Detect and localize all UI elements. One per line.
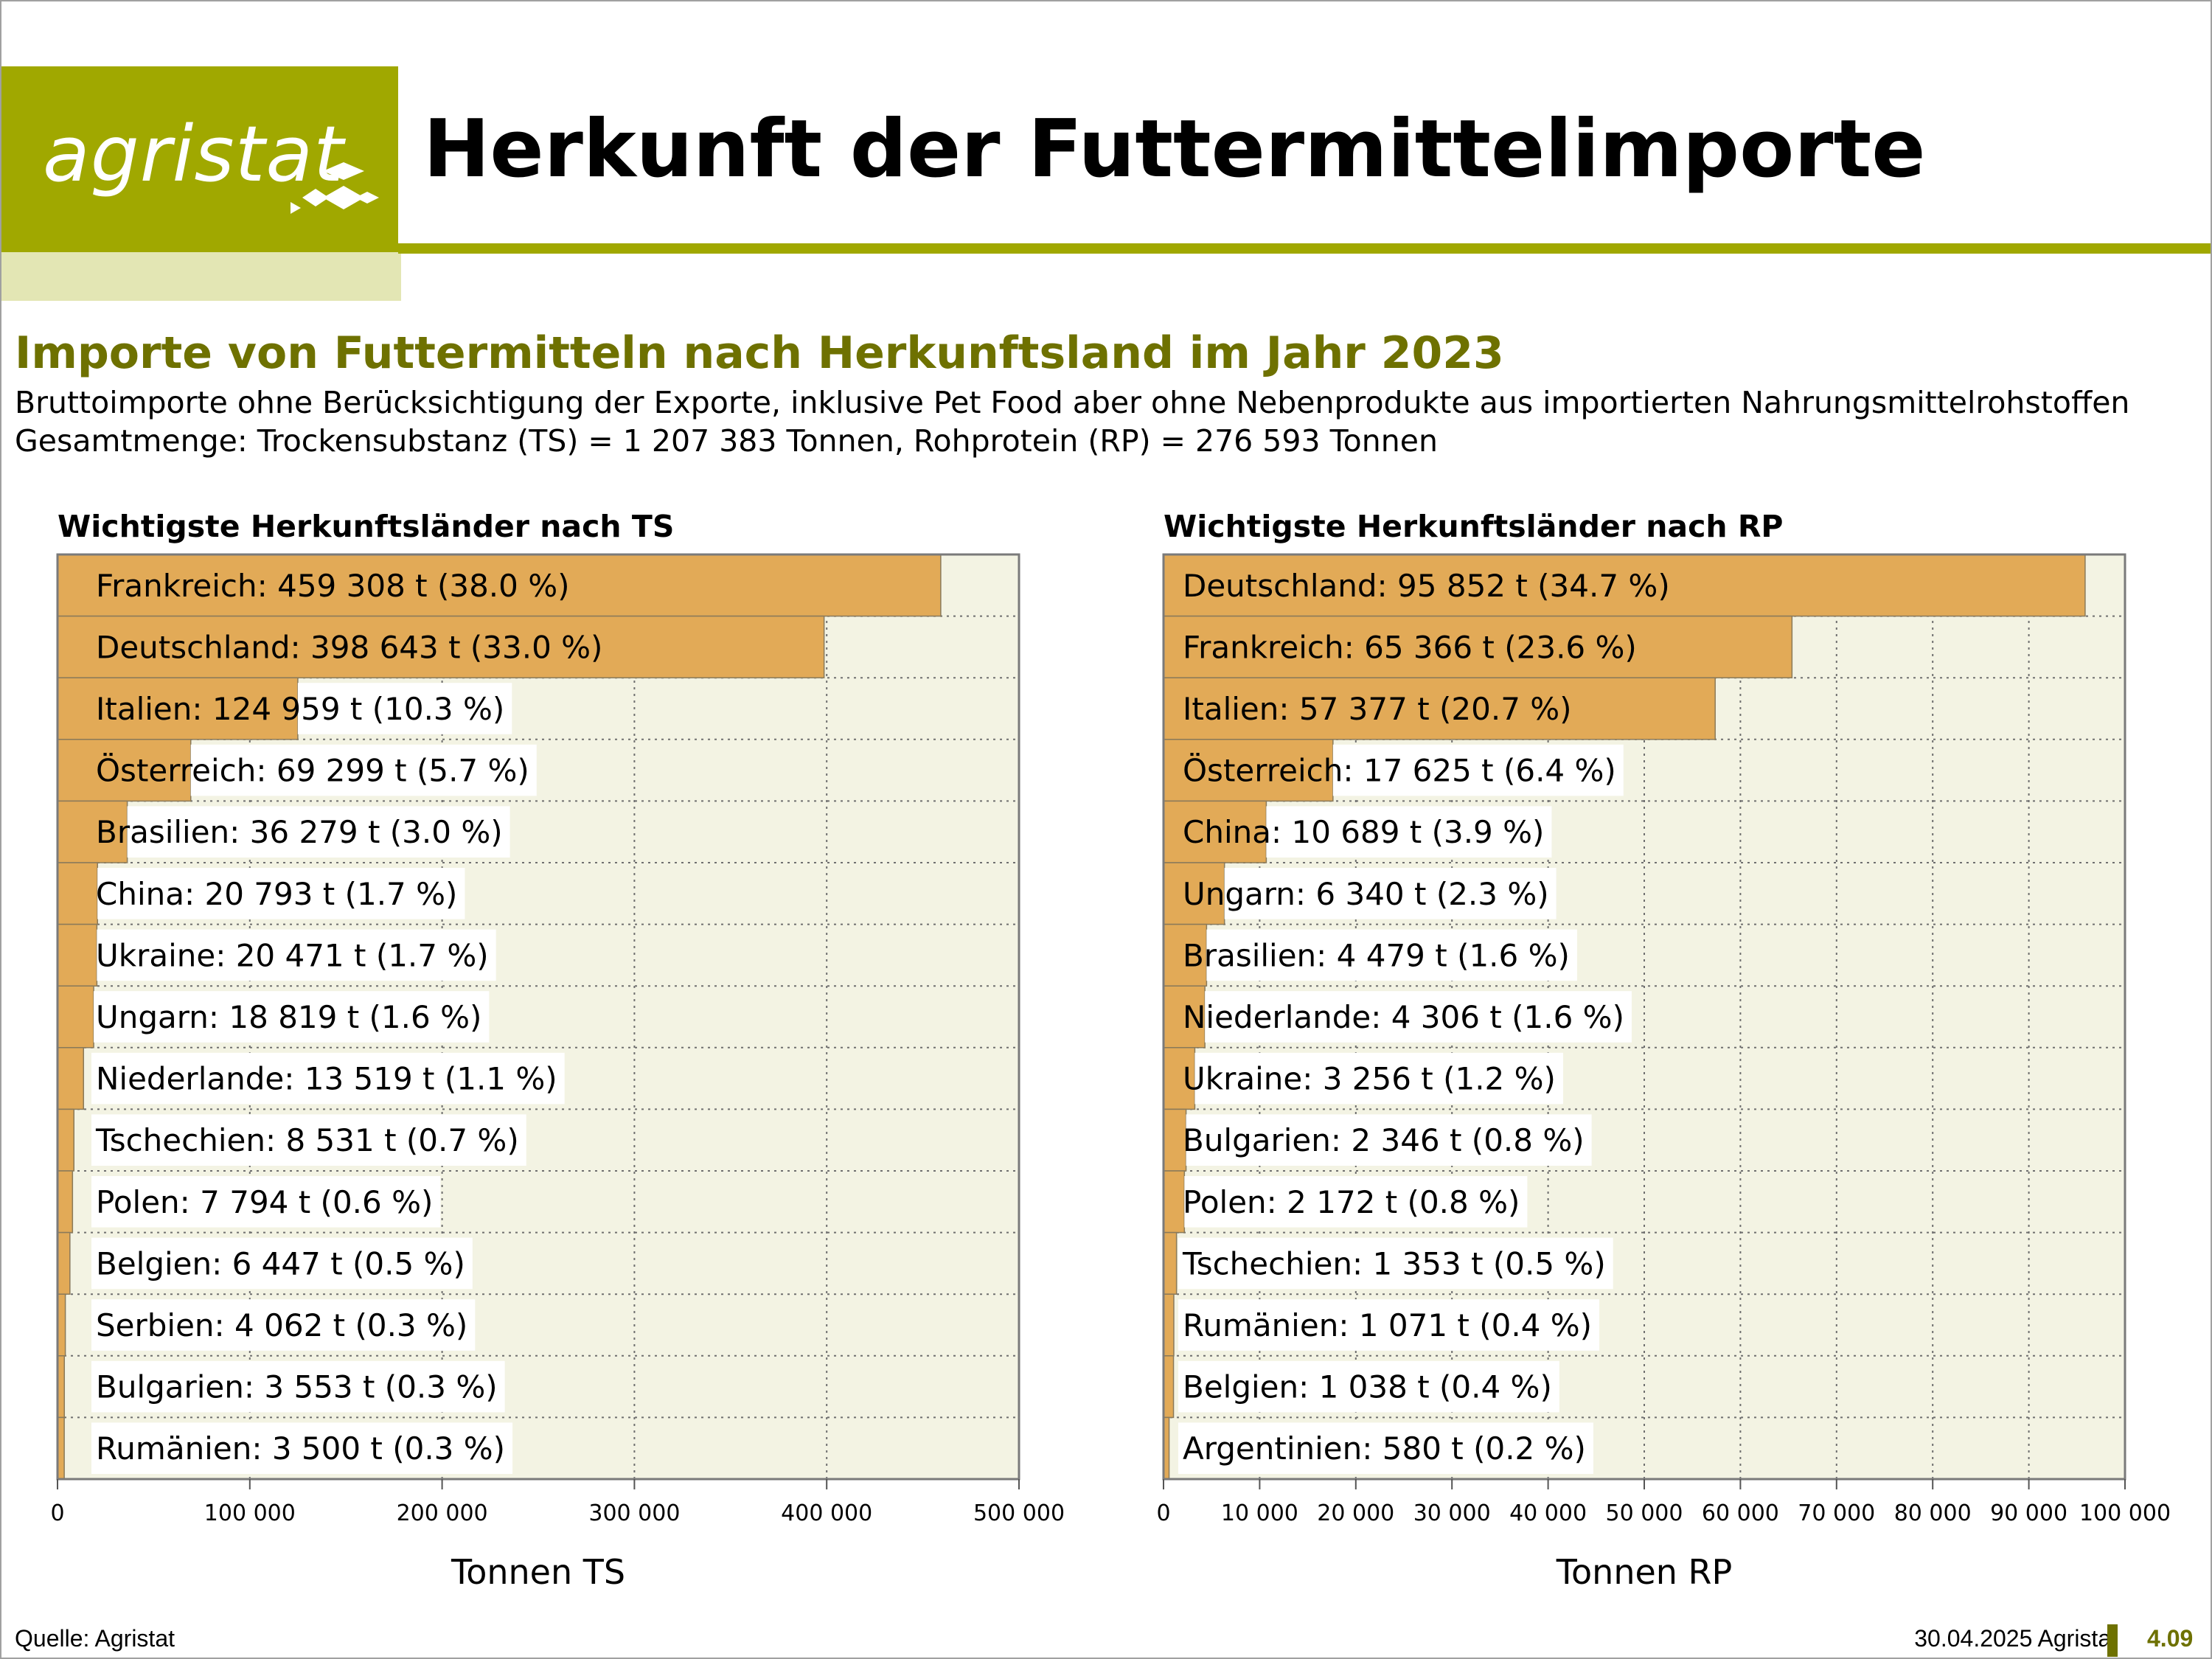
ts-data-label-13: Bulgarien: 3 553 t (0.3 %) xyxy=(96,1369,498,1405)
ts-bar-5 xyxy=(57,862,98,925)
ts-data-label-14: Rumänien: 3 500 t (0.3 %) xyxy=(96,1430,505,1467)
ts-tick-label-2: 200 000 xyxy=(397,1500,488,1526)
ts-label-bg-4 xyxy=(127,806,510,858)
ts-bar-12 xyxy=(57,1293,66,1357)
ts-label-bg-11 xyxy=(91,1237,473,1290)
ts-bar-3 xyxy=(57,739,192,802)
description-line-2: Gesamtmenge: Trockensubstanz (TS) = 1 20… xyxy=(15,423,1438,459)
ts-bar-11 xyxy=(57,1231,71,1295)
footer-divider xyxy=(2107,1624,2118,1657)
ts-label-bg-2 xyxy=(297,683,512,734)
ts-tick-label-4: 400 000 xyxy=(781,1500,872,1526)
page-number: 4.09 xyxy=(2147,1625,2194,1652)
ts-data-label-7: Ungarn: 18 819 t (1.6 %) xyxy=(96,999,481,1035)
chart-subtitle: Importe von Futtermitteln nach Herkunfts… xyxy=(15,327,1504,379)
ts-label-bg-5 xyxy=(97,868,465,919)
ts-label-bg-13 xyxy=(91,1360,505,1413)
page-title: Herkunft der Futtermittelimporte xyxy=(423,103,1926,195)
ts-data-label-3: Österreich: 69 299 t (5.7 %) xyxy=(96,752,529,789)
ts-bar-1 xyxy=(57,615,825,678)
ts-tick-label-5: 500 000 xyxy=(973,1500,1065,1526)
ts-label-bg-12 xyxy=(91,1299,476,1351)
ts-data-label-10: Polen: 7 794 t (0.6 %) xyxy=(96,1184,433,1220)
ts-plot-border xyxy=(56,553,1020,1481)
ts-tick-label-1: 100 000 xyxy=(204,1500,296,1526)
ts-bar-8 xyxy=(57,1047,85,1110)
ts-label-bg-10 xyxy=(91,1176,441,1228)
ts-data-label-4: Brasilien: 36 279 t (3.0 %) xyxy=(96,814,503,850)
logo-text: agristat xyxy=(43,109,344,199)
ts-bar-0 xyxy=(57,554,942,617)
description-line-1: Bruttoimporte ohne Berücksichtigung der … xyxy=(15,385,2130,420)
ts-bar-6 xyxy=(57,923,98,987)
ts-tick-label-3: 300 000 xyxy=(588,1500,680,1526)
footer-source: Quelle: Agristat xyxy=(15,1625,175,1652)
ts-chart-title: Wichtigste Herkunftsländer nach TS xyxy=(58,509,674,544)
ts-data-label-5: China: 20 793 t (1.7 %) xyxy=(96,876,457,912)
ts-tick-label-0: 0 xyxy=(50,1500,64,1526)
header-rule xyxy=(398,243,2211,254)
ts-bar-4 xyxy=(57,800,128,863)
ts-data-label-12: Serbien: 4 062 t (0.3 %) xyxy=(96,1307,467,1343)
ts-data-label-11: Belgien: 6 447 t (0.5 %) xyxy=(96,1245,465,1281)
ts-bar-9 xyxy=(57,1108,74,1172)
ts-data-label-1: Deutschland: 398 643 t (33.0 %) xyxy=(96,629,602,665)
ts-label-bg-7 xyxy=(94,991,490,1043)
ts-x-axis-label: Tonnen TS xyxy=(451,1552,625,1592)
logo-diamond-icon xyxy=(291,162,379,214)
logo-box xyxy=(1,66,398,252)
ts-bar-2 xyxy=(57,677,299,740)
ts-data-label-2: Italien: 124 959 t (10.3 %) xyxy=(96,691,504,727)
ts-bar-7 xyxy=(57,985,94,1048)
ts-label-bg-14 xyxy=(91,1422,513,1474)
ts-label-bg-6 xyxy=(97,929,496,981)
ts-label-bg-9 xyxy=(91,1114,526,1166)
footer-date: 30.04.2025 Agristat xyxy=(1914,1625,2118,1652)
ts-label-bg-3 xyxy=(190,744,537,796)
ts-data-label-8: Niederlande: 13 519 t (1.1 %) xyxy=(96,1061,557,1097)
ts-bar-10 xyxy=(57,1170,74,1234)
ts-data-label-6: Ukraine: 20 471 t (1.7 %) xyxy=(96,937,489,973)
ts-label-bg-8 xyxy=(91,1052,565,1105)
ts-data-label-0: Frankreich: 459 308 t (38.0 %) xyxy=(96,568,570,604)
ts-data-label-9: Tschechien: 8 531 t (0.7 %) xyxy=(95,1122,519,1158)
logo-underlay xyxy=(1,252,401,301)
